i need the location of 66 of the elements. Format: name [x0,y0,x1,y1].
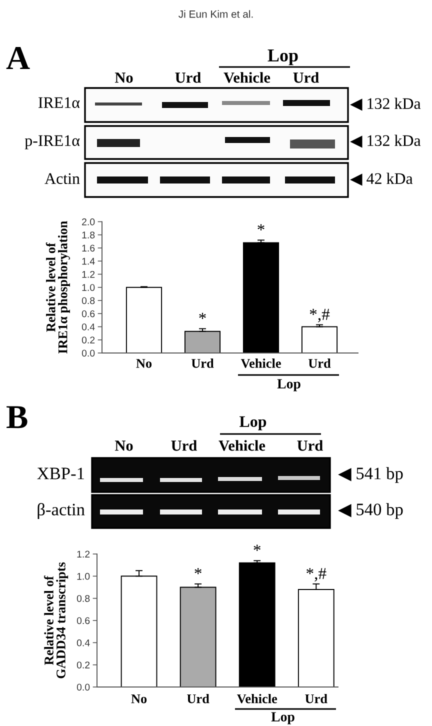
category-label: No [114,72,133,83]
y-tick-label: 0.0 [82,350,95,357]
y-tick-label: 0.6 [76,617,90,624]
category-label: Urd [297,440,323,451]
x-tick-label: Vehicle [236,694,278,704]
y-tick-label: 0.0 [76,684,90,691]
bar [184,330,221,353]
category-label: Urd [175,72,201,83]
category-label: No [114,440,133,451]
category-label: Vehicle [218,440,266,451]
bar [180,586,216,687]
text: Lop [271,712,294,724]
y-tick-label: 1.8 [82,232,95,238]
x-tick-label: Urd [187,694,210,704]
category-label: Urd [293,72,319,83]
text: Actin [44,173,80,184]
text: Lop [268,50,298,66]
bar [298,588,334,687]
category-label: Urd [171,440,197,451]
y-tick-label: 0.4 [82,323,95,330]
text: ◀ 132 kDa [350,98,421,111]
y-tick-label: 1.2 [82,270,95,278]
y-axis-title: Relative level of GADD34 transcripts [44,562,68,678]
data-label: * [199,312,206,319]
x-tick-label: No [136,359,152,368]
y-tick-label: 0.8 [82,297,95,304]
text: Lop [277,379,300,392]
text: ◀ 540 bp [338,503,403,519]
y-tick-label: 2.0 [82,218,95,226]
x-tick-label: Vehicle [240,358,281,368]
y-tick-label: 0.8 [76,595,90,602]
bar [238,562,276,687]
text: Ji Eun Kim et al. [178,10,253,18]
y-tick-label: 0.4 [76,639,90,646]
text: A [6,47,30,70]
data-label: * [254,544,260,551]
bar [242,242,280,353]
y-tick-label: 1.4 [82,258,95,265]
text: Lop [240,416,266,430]
data-label: * [258,224,264,230]
y-tick-label: 1.0 [77,572,90,580]
text: ◀ 42 kDa [350,172,413,186]
text: IRE1α [38,97,80,108]
data-label: *,# [306,568,326,582]
y-tick-label: 1.6 [82,244,95,252]
data-label: * [194,568,202,574]
x-tick-label: Urd [305,694,328,704]
x-tick-label: No [131,694,147,704]
y-tick-label: 1.0 [82,284,95,291]
text: XBP-1 [37,468,84,480]
text: ◀ 541 bp [338,467,403,483]
text: ◀ 132 kDa [350,134,421,148]
text: β-actin [38,503,85,519]
y-tick-label: 0.2 [82,336,95,344]
y-tick-label: 0.2 [76,662,90,668]
x-tick-label: Urd [191,358,214,368]
y-tick-label: 1.2 [77,550,90,558]
text: B [6,406,28,428]
y-tick-label: 0.6 [82,310,95,318]
data-label: *,# [310,308,330,322]
bar [126,286,162,353]
bar [301,326,338,353]
y-axis-title: Relative level of IRE1α phosphorylation [46,220,70,354]
category-label: Vehicle [224,72,270,83]
x-tick-label: Urd [308,358,331,368]
text: p-IRE1α [24,135,80,150]
